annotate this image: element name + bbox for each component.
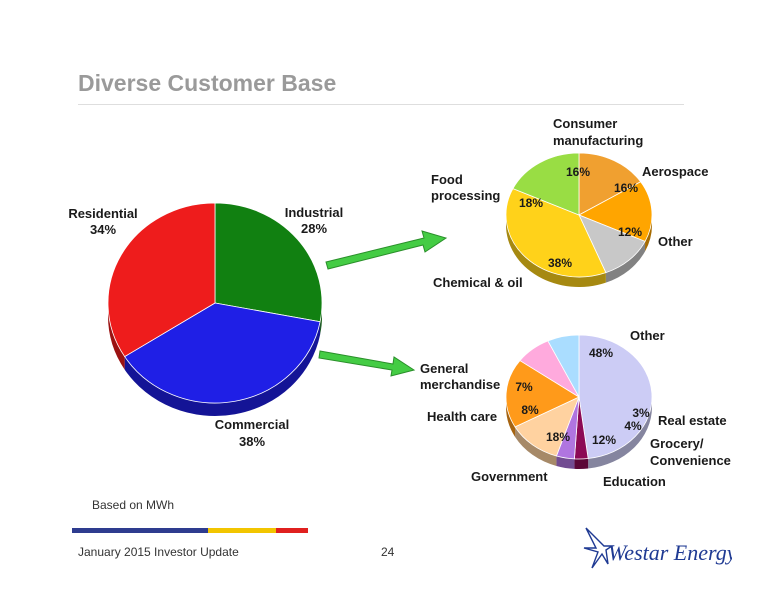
pie1-side-2 — [605, 241, 646, 283]
label-real-estate: Real estate — [658, 413, 727, 428]
pie2-side-0 — [588, 397, 652, 469]
pie2-pct-6: 7% — [515, 380, 533, 394]
pie2-slice-4 — [505, 360, 580, 428]
westar-logo: Westar Energy. — [583, 527, 732, 569]
pie1-pct-3: 38% — [548, 256, 572, 270]
label-consumer-manufacturing-2: manufacturing — [553, 133, 643, 148]
pie1-slice-3 — [505, 188, 607, 278]
pie2-pct-2: 4% — [624, 419, 642, 433]
label-grocery-2: Convenience — [650, 453, 731, 468]
page-title: Diverse Customer Base — [78, 70, 337, 96]
customer-pie — [107, 202, 323, 416]
label-consumer-manufacturing-1: Consumer — [553, 116, 617, 131]
footnote: Based on MWh — [92, 498, 175, 512]
label-food-processing-2: processing — [431, 188, 500, 203]
label-government: Government — [471, 469, 548, 484]
pie2-side-1 — [574, 458, 589, 469]
label-health-care: Health care — [427, 409, 497, 424]
commercial-pie: 48% 3%4% 12% 18% 8% 7% — [505, 334, 653, 469]
pie0-slice-2 — [107, 202, 216, 358]
label-chemical-oil: Chemical & oil — [433, 275, 523, 290]
arrow-to-industrial — [325, 230, 448, 270]
title-divider — [78, 104, 684, 105]
label-general-merchandise-1: General — [420, 361, 468, 376]
pie0-side-0 — [320, 303, 322, 335]
label-other-industrial: Other — [658, 234, 693, 249]
pie1-side-3 — [506, 215, 606, 288]
label-grocery-1: Grocery/ — [650, 436, 704, 451]
value-industrial: 28% — [301, 221, 327, 236]
arrow-to-commercial — [318, 350, 416, 377]
pie1-pct-1: 16% — [614, 181, 638, 195]
pie1-pct-0: 16% — [566, 165, 590, 179]
label-industrial: Industrial — [285, 205, 344, 220]
label-education: Education — [603, 474, 666, 489]
pie0-slice-0 — [214, 202, 323, 323]
pie1-pct-4: 18% — [519, 196, 543, 210]
pie1-slice-4 — [512, 152, 580, 216]
value-commercial: 38% — [239, 434, 265, 449]
label-commercial: Commercial — [215, 417, 289, 432]
page-number: 24 — [381, 545, 395, 559]
brand-bar-blue — [72, 528, 208, 533]
pie1-side-1 — [645, 215, 652, 252]
pie0-side-1 — [124, 321, 321, 416]
star-icon — [583, 527, 615, 569]
brand-bar-red — [276, 528, 308, 533]
pie2-slice-6 — [547, 334, 580, 399]
label-food-processing-1: Food — [431, 172, 463, 187]
pie0-side-2 — [108, 303, 125, 370]
pie2-pct-4: 18% — [546, 430, 570, 444]
pie2-pct-0: 48% — [589, 346, 613, 360]
pie2-side-2 — [556, 455, 575, 469]
label-aerospace: Aerospace — [642, 164, 708, 179]
label-other-commercial: Other — [630, 328, 665, 343]
label-residential: Residential — [68, 206, 137, 221]
pie2-pct-1: 3% — [632, 406, 650, 420]
pie2-side-3 — [515, 426, 557, 466]
logo-text: Westar Energy. — [608, 540, 732, 565]
pie2-pct-3: 12% — [592, 433, 616, 447]
pie1-slice-0 — [578, 152, 642, 216]
label-general-merchandise-2: merchandise — [420, 377, 500, 392]
brand-bar-yellow — [208, 528, 276, 533]
value-residential: 34% — [90, 222, 116, 237]
pie1-slice-1 — [578, 181, 653, 242]
pie2-slice-0 — [578, 334, 653, 459]
pie1-pct-2: 12% — [618, 225, 642, 239]
pie2-side-4 — [506, 397, 516, 437]
pie2-pct-5: 8% — [521, 403, 539, 417]
footer-text: January 2015 Investor Update — [78, 545, 239, 559]
industrial-pie: 16% 16% 12% 38% 18% — [505, 152, 653, 288]
